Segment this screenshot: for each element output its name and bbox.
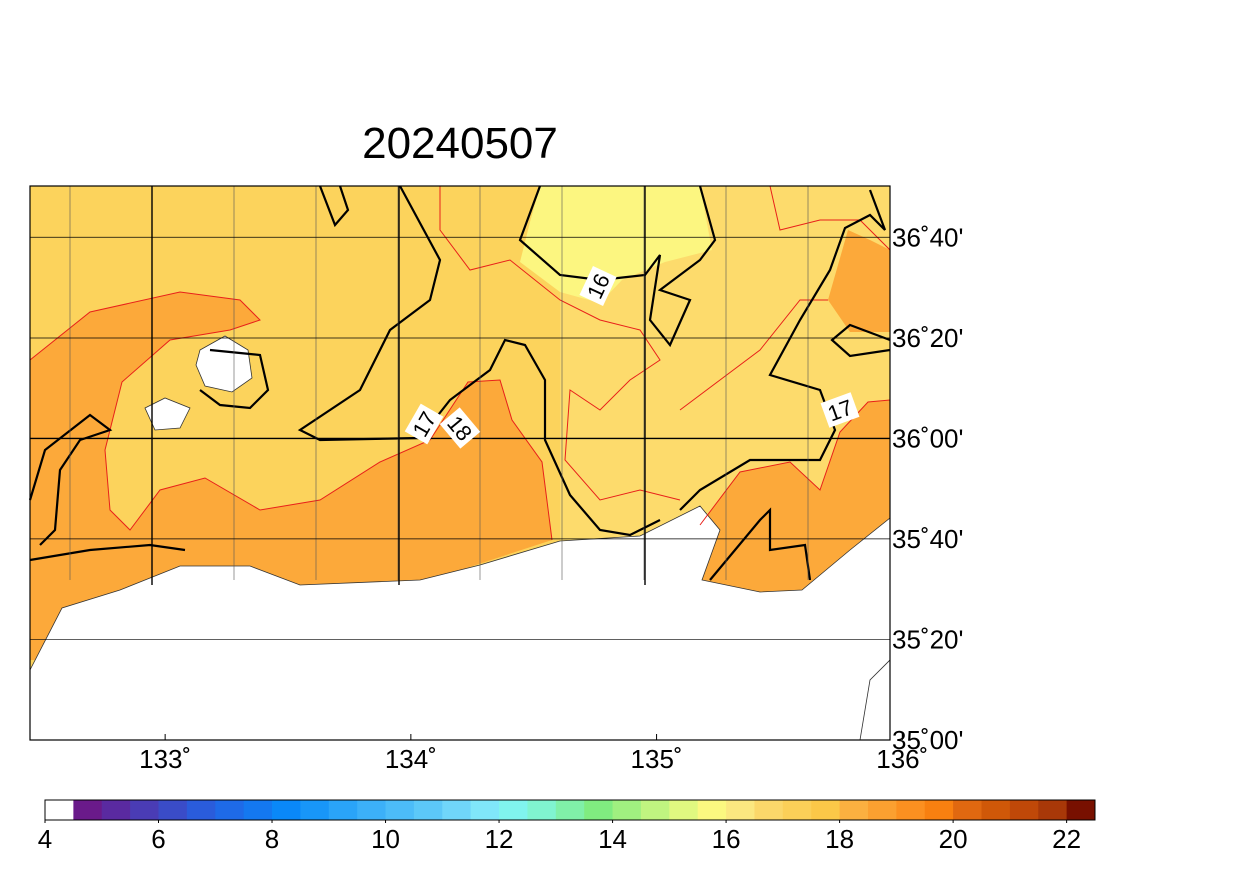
colorbar: 4 6 8 10 12 14 16 18 20 22 <box>38 799 1096 854</box>
colorbar-box <box>1038 800 1068 820</box>
isotherm <box>29 291 553 541</box>
colorbar-label: 18 <box>825 824 854 854</box>
colorbar-box <box>754 800 784 820</box>
contour-label: 16 <box>579 266 617 306</box>
lat-tick-label: 36˚00' <box>892 423 963 453</box>
colorbar-box <box>1066 800 1096 820</box>
isotherms-half <box>29 185 891 541</box>
lat-tick-label: 35˚40' <box>892 524 963 554</box>
colorbar-box <box>669 800 699 820</box>
sea-cool <box>520 186 712 303</box>
isotherms <box>28 185 891 581</box>
colorbar-label: 16 <box>712 824 741 854</box>
isotherm <box>439 186 681 501</box>
colorbar-box <box>357 800 387 820</box>
colorbar-box <box>726 800 755 820</box>
colorbar-label: 14 <box>598 824 627 854</box>
isotherm <box>679 299 828 411</box>
colorbar-box <box>499 800 528 820</box>
isotherm <box>29 543 186 562</box>
colorbar-box <box>867 800 897 820</box>
title: 20240507 <box>362 119 558 168</box>
lon-tick-label: 134˚ <box>385 744 437 774</box>
colorbar-label: 22 <box>1052 824 1081 854</box>
map-fill <box>29 186 891 741</box>
frame <box>29 185 891 741</box>
sea-warm <box>30 292 552 660</box>
island <box>144 397 191 431</box>
colorbar-label: 10 <box>371 824 400 854</box>
colorbar-box <box>101 800 131 820</box>
isotherm <box>830 323 891 358</box>
colorbar-box <box>385 800 415 820</box>
lat-tick-label: 36˚40' <box>892 222 963 252</box>
isotherm <box>679 189 887 511</box>
lat-tick-label: 36˚20' <box>892 323 963 353</box>
colorbar-box <box>272 800 301 820</box>
colorbar-label: 6 <box>151 824 165 854</box>
colorbar-box <box>782 800 812 820</box>
colorbar-box <box>186 800 216 820</box>
colorbar-box <box>697 800 727 820</box>
colorbar-box <box>215 800 245 820</box>
colorbar-box <box>328 800 358 820</box>
sea-warm <box>828 230 890 332</box>
colorbar-box <box>953 800 982 820</box>
colorbar-box <box>45 800 74 820</box>
isotherm <box>297 185 661 537</box>
colorbar-box <box>839 800 869 820</box>
isotherm <box>28 413 113 546</box>
isotherm <box>318 185 350 228</box>
colorbar-box <box>158 800 188 820</box>
colorbar-box <box>584 800 614 820</box>
colorbar-box <box>243 800 273 820</box>
colorbar-box <box>300 800 330 820</box>
label-bg <box>439 407 481 449</box>
colorbar-box <box>896 800 926 820</box>
label-bg <box>579 266 617 306</box>
colorbar-label: 8 <box>265 824 279 854</box>
colorbar-box <box>413 800 443 820</box>
colorbar-frame <box>44 799 1096 821</box>
land <box>29 505 891 741</box>
colorbar-box <box>442 800 472 820</box>
colorbar-box <box>981 800 1011 820</box>
colorbar-box <box>612 800 642 820</box>
colorbar-box <box>130 800 160 820</box>
label-bg <box>404 403 444 445</box>
lon-tick-label: 133˚ <box>139 744 191 774</box>
colorbar-label: 4 <box>38 824 52 854</box>
lon-tick-label: 136˚ <box>876 744 928 774</box>
colorbar-box <box>811 800 841 820</box>
lat-tick-label: 35˚20' <box>892 625 963 655</box>
colorbar-box <box>527 800 557 820</box>
colorbar-box <box>555 800 585 820</box>
colorbar-box <box>640 800 670 820</box>
colorbar-box <box>1009 800 1039 820</box>
isotherm <box>518 185 717 348</box>
colorbar-box <box>924 800 954 820</box>
lon-tick-label: 135˚ <box>631 744 683 774</box>
colorbar-label: 12 <box>485 824 514 854</box>
lat-tick-label: 35˚00' <box>892 725 963 755</box>
isotherm <box>199 348 270 410</box>
colorbar-box <box>470 800 500 820</box>
colorbar-box <box>73 800 103 820</box>
label-bg <box>820 392 860 428</box>
isotherm <box>709 507 812 581</box>
colorbar-label: 20 <box>939 824 968 854</box>
isotherm <box>699 399 891 526</box>
isotherm <box>769 185 891 251</box>
